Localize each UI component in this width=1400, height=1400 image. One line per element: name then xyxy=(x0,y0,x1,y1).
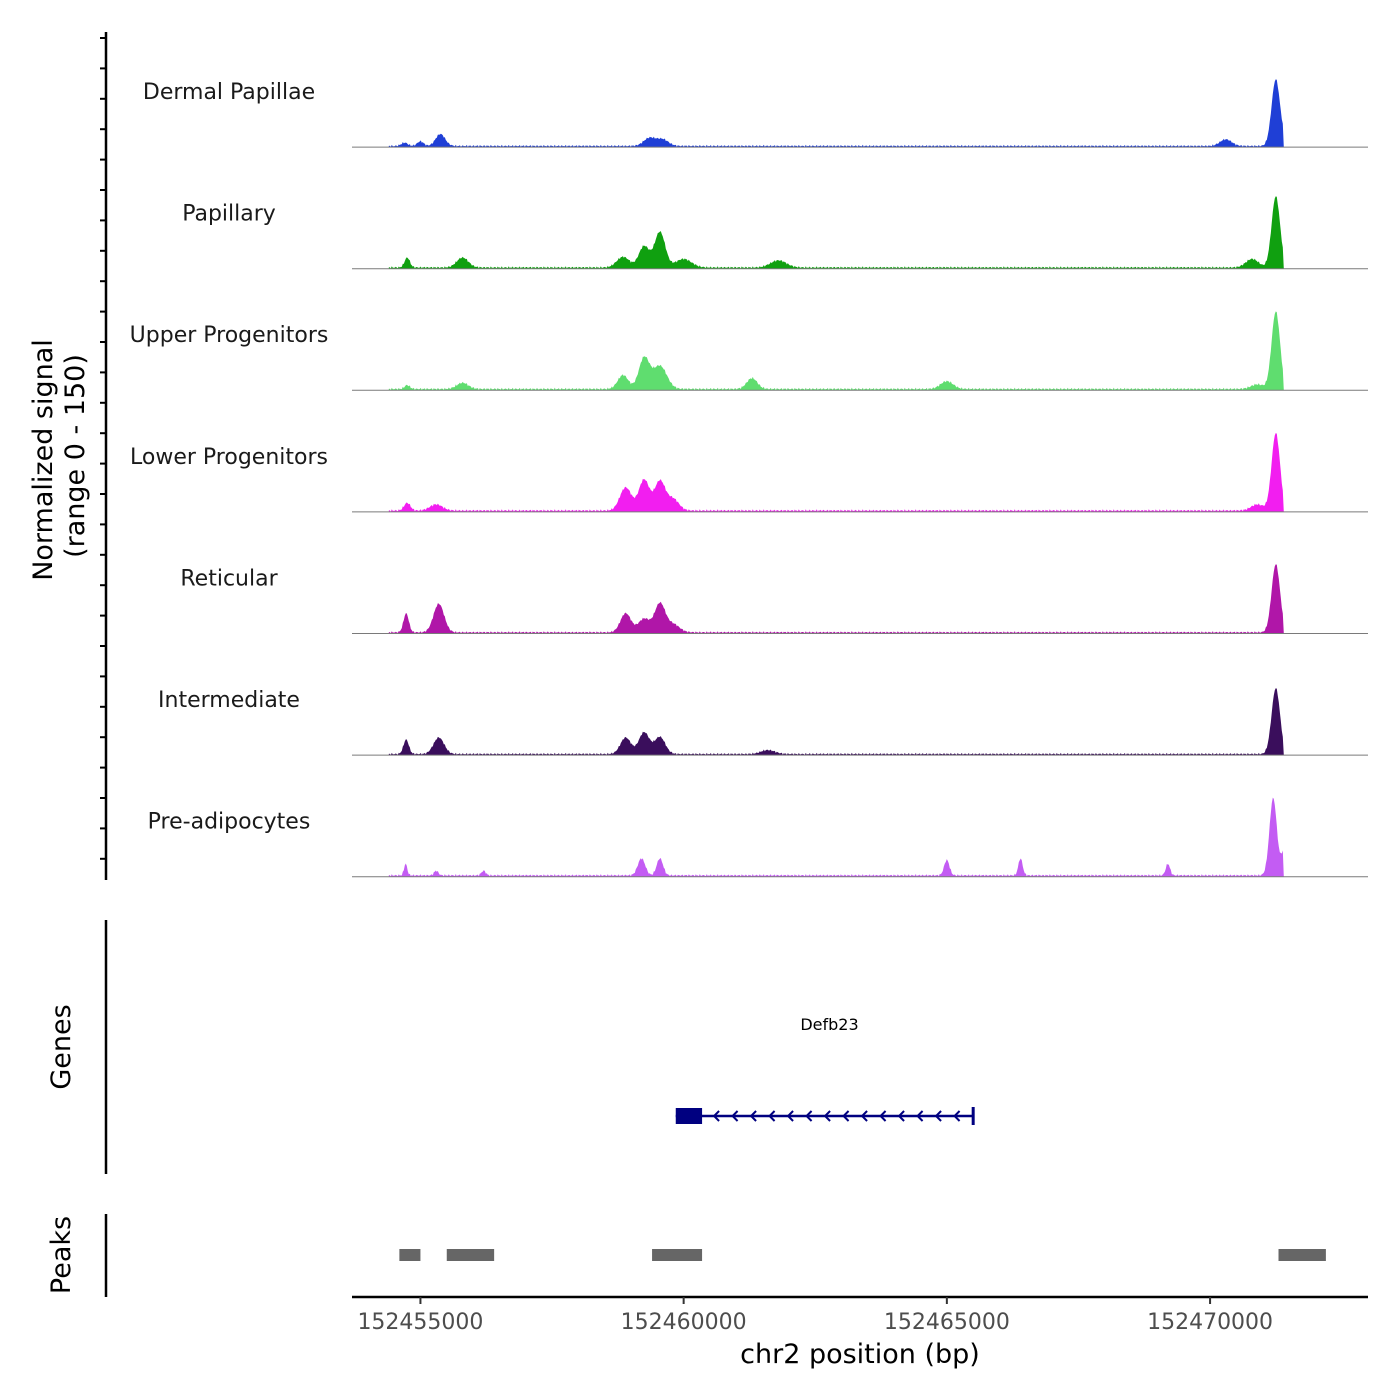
gene-exon xyxy=(675,1108,703,1124)
track-reticular: Reticular xyxy=(180,564,1368,634)
x-tick-label: 152465000 xyxy=(884,1310,1010,1335)
peak-regions xyxy=(399,1249,1326,1261)
strand-arrow xyxy=(953,1110,961,1122)
y-axis-label-line2: (range 0 - 150) xyxy=(60,354,91,558)
track-papillary: Papillary xyxy=(182,196,1368,270)
strand-arrow xyxy=(805,1110,813,1122)
strand-arrow xyxy=(879,1110,887,1122)
strand-arrow xyxy=(934,1110,942,1122)
strand-arrow xyxy=(916,1110,924,1122)
x-tick-label: 152455000 xyxy=(357,1310,483,1335)
track-label-pre-adipocytes: Pre-adipocytes xyxy=(148,810,311,835)
signal-area-pre-adipocytes xyxy=(388,797,1284,877)
signal-area-intermediate xyxy=(388,688,1284,756)
track-pre-adipocytes: Pre-adipocytes xyxy=(148,797,1368,878)
signal-tracks: Dermal Papillae Papillary Upper Progenitor… xyxy=(130,79,1368,878)
gene-track: Defb23 xyxy=(675,1015,975,1125)
x-axis-label: chr2 position (bp) xyxy=(740,1339,980,1370)
x-tick-label: 152470000 xyxy=(1147,1310,1273,1335)
signal-area-papillary xyxy=(388,196,1284,269)
y-axis-label-line1: Normalized signal xyxy=(28,339,59,581)
peak-region xyxy=(399,1249,421,1261)
signal-y-ticks xyxy=(100,37,106,860)
track-label-lower-progenitors: Lower Progenitors xyxy=(130,445,328,470)
track-intermediate: Intermediate xyxy=(158,688,1368,756)
signal-area-lower-progenitors xyxy=(388,433,1284,512)
peak-region xyxy=(652,1249,703,1261)
signal-area-reticular xyxy=(388,564,1284,634)
strand-arrow xyxy=(823,1110,831,1122)
genes-label: Genes xyxy=(46,1004,77,1089)
signal-area-dermal-papillae xyxy=(388,79,1284,148)
track-dermal-papillae: Dermal Papillae xyxy=(143,79,1368,148)
track-label-dermal-papillae: Dermal Papillae xyxy=(143,80,315,105)
track-label-reticular: Reticular xyxy=(180,566,278,591)
x-axis-ticks: 152455000 152460000 152465000 152470000 xyxy=(357,1297,1273,1335)
track-upper-progenitors: Upper Progenitors xyxy=(130,311,1368,391)
strand-arrow xyxy=(768,1110,776,1122)
signal-area-upper-progenitors xyxy=(388,311,1284,391)
peak-region xyxy=(1278,1249,1326,1261)
track-label-intermediate: Intermediate xyxy=(158,688,300,713)
track-lower-progenitors: Lower Progenitors xyxy=(130,433,1368,513)
strand-arrow xyxy=(860,1110,868,1122)
strand-arrow xyxy=(897,1110,905,1122)
gene-name-defb23: Defb23 xyxy=(800,1015,858,1034)
track-label-upper-progenitors: Upper Progenitors xyxy=(130,323,329,348)
strand-arrow xyxy=(749,1110,757,1122)
x-tick-label: 152460000 xyxy=(621,1310,747,1335)
strand-arrow xyxy=(842,1110,850,1122)
track-label-papillary: Papillary xyxy=(182,202,276,227)
strand-arrow xyxy=(786,1110,794,1122)
peaks-label: Peaks xyxy=(46,1216,77,1294)
strand-arrow xyxy=(731,1110,739,1122)
peak-region xyxy=(446,1249,495,1261)
strand-arrow xyxy=(712,1110,720,1122)
